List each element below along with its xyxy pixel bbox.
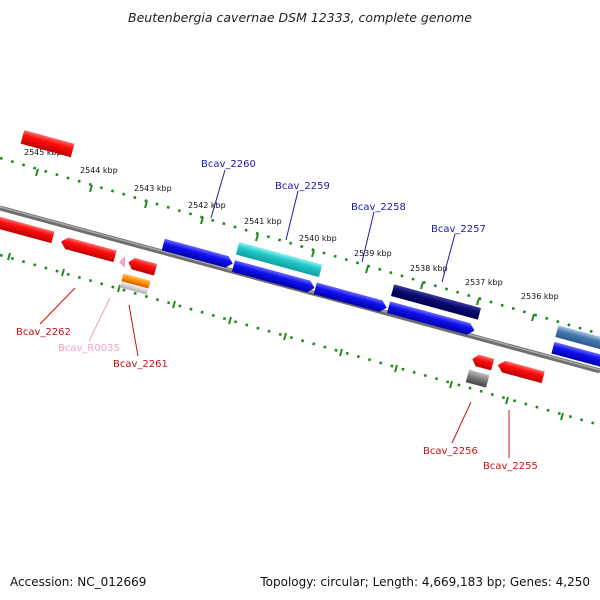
gene-red-left-edge[interactable]: [0, 214, 55, 244]
lower-ruler-major-ticks: [7, 252, 564, 421]
topology-summary: Topology: circular; Length: 4,669,183 bp…: [259, 575, 590, 589]
gene-blue-right-edge[interactable]: [551, 341, 600, 370]
gene-blue-lower-1[interactable]: [231, 260, 316, 294]
gene-bcav-2262[interactable]: [59, 236, 117, 263]
gene-bcav-2260-cyan[interactable]: [235, 241, 323, 278]
gene-bcav-2257-navy[interactable]: [391, 284, 481, 320]
gene-lightgray-small[interactable]: [119, 281, 149, 295]
tick-label-2542: 2542 kbp: [188, 201, 226, 210]
accession-text: Accession: NC_012669: [10, 575, 146, 589]
gene-bcav-2261[interactable]: [127, 257, 158, 276]
tick-label-2539: 2539 kbp: [354, 249, 392, 258]
label-bcav-2259[interactable]: Bcav_2259: [275, 181, 330, 192]
gene-blue-lower-2[interactable]: [313, 282, 389, 314]
label-bcav-2262[interactable]: Bcav_2262: [16, 327, 71, 338]
tick-label-2543: 2543 kbp: [134, 184, 172, 193]
tick-label-2541: 2541 kbp: [244, 217, 282, 226]
gene-bcav-2256-gray[interactable]: [465, 369, 490, 388]
gene-bcav-r0035[interactable]: [119, 256, 125, 268]
label-connectors: [39, 169, 510, 458]
upper-ruler-major-ticks: [35, 168, 535, 322]
tick-label-2536: 2536 kbp: [521, 292, 559, 301]
gene-steelblue-right[interactable]: [555, 325, 600, 353]
tick-label-2537: 2537 kbp: [465, 278, 503, 287]
label-bcav-2258[interactable]: Bcav_2258: [351, 202, 406, 213]
label-bcav-2257[interactable]: Bcav_2257: [431, 224, 486, 235]
tick-label-2545: 2545 kbp: [24, 148, 62, 157]
label-bcav-2260[interactable]: Bcav_2260: [201, 159, 256, 170]
tick-label-2544: 2544 kbp: [80, 166, 118, 175]
map-title: Beutenbergia cavernae DSM 12333, complet…: [128, 10, 472, 25]
gene-blue-lower-3[interactable]: [387, 301, 476, 336]
gene-bcav-2255[interactable]: [496, 359, 545, 384]
tick-label-2538: 2538 kbp: [410, 264, 448, 273]
tick-label-2540: 2540 kbp: [299, 234, 337, 243]
gene-red-small-right[interactable]: [471, 353, 495, 371]
label-bcav-2261[interactable]: Bcav_2261: [113, 359, 168, 370]
gene-orange-small[interactable]: [121, 273, 151, 289]
label-bcav-2256[interactable]: Bcav_2256: [423, 446, 478, 457]
gene-left-edge-reverse[interactable]: [20, 130, 75, 158]
gene-blue-upper-1[interactable]: [161, 238, 235, 269]
label-bcav-r0035[interactable]: Bcav_R0035: [58, 343, 120, 354]
label-bcav-2255[interactable]: Bcav_2255: [483, 461, 538, 472]
